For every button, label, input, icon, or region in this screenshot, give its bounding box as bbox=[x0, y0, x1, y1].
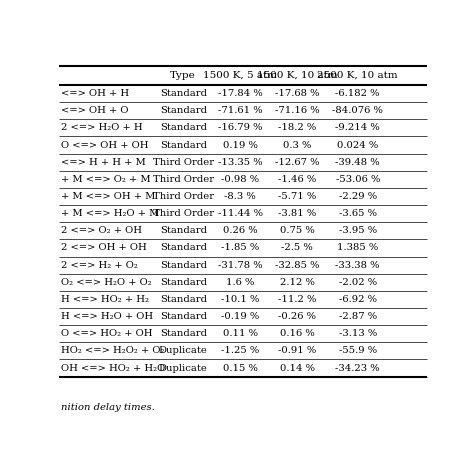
Text: 0.14 %: 0.14 % bbox=[280, 364, 315, 373]
Text: Standard: Standard bbox=[160, 295, 207, 304]
Text: <=> H + H + M: <=> H + H + M bbox=[61, 158, 146, 167]
Text: -53.06 %: -53.06 % bbox=[336, 175, 380, 184]
Text: -32.85 %: -32.85 % bbox=[275, 261, 319, 270]
Text: + M <=> OH + M: + M <=> OH + M bbox=[61, 192, 155, 201]
Text: -6.92 %: -6.92 % bbox=[339, 295, 377, 304]
Text: -3.95 %: -3.95 % bbox=[338, 226, 377, 235]
Text: Standard: Standard bbox=[160, 278, 207, 287]
Text: OH <=> HO₂ + H₂O: OH <=> HO₂ + H₂O bbox=[61, 364, 165, 373]
Text: nition delay times.: nition delay times. bbox=[61, 403, 155, 412]
Text: 2 <=> O₂ + OH: 2 <=> O₂ + OH bbox=[61, 226, 142, 235]
Text: -84.076 %: -84.076 % bbox=[332, 106, 383, 115]
Text: O <=> HO₂ + OH: O <=> HO₂ + OH bbox=[61, 329, 153, 338]
Text: Third Order: Third Order bbox=[153, 209, 214, 218]
Text: -39.48 %: -39.48 % bbox=[336, 158, 380, 167]
Text: + M <=> O₂ + M: + M <=> O₂ + M bbox=[61, 175, 151, 184]
Text: -1.25 %: -1.25 % bbox=[221, 346, 259, 356]
Text: 1.385 %: 1.385 % bbox=[337, 244, 378, 253]
Text: -18.2 %: -18.2 % bbox=[278, 123, 316, 132]
Text: 1500 K, 5 atm: 1500 K, 5 atm bbox=[203, 71, 277, 80]
Text: Standard: Standard bbox=[160, 106, 207, 115]
Text: O <=> OH + OH: O <=> OH + OH bbox=[61, 140, 148, 149]
Text: Type: Type bbox=[170, 71, 196, 80]
Text: -31.78 %: -31.78 % bbox=[218, 261, 263, 270]
Text: -2.29 %: -2.29 % bbox=[338, 192, 377, 201]
Text: -1.46 %: -1.46 % bbox=[278, 175, 316, 184]
Text: Duplicate: Duplicate bbox=[159, 346, 208, 356]
Text: <=> OH + H: <=> OH + H bbox=[61, 89, 129, 98]
Text: 0.024 %: 0.024 % bbox=[337, 140, 378, 149]
Text: Third Order: Third Order bbox=[153, 192, 214, 201]
Text: -11.2 %: -11.2 % bbox=[278, 295, 316, 304]
Text: -12.67 %: -12.67 % bbox=[275, 158, 319, 167]
Text: -11.44 %: -11.44 % bbox=[218, 209, 263, 218]
Text: <=> OH + O: <=> OH + O bbox=[61, 106, 128, 115]
Text: 2.12 %: 2.12 % bbox=[280, 278, 315, 287]
Text: + M <=> H₂O + M: + M <=> H₂O + M bbox=[61, 209, 159, 218]
Text: Standard: Standard bbox=[160, 89, 207, 98]
Text: Standard: Standard bbox=[160, 312, 207, 321]
Text: 2500 K, 10 atm: 2500 K, 10 atm bbox=[318, 71, 398, 80]
Text: -0.98 %: -0.98 % bbox=[221, 175, 259, 184]
Text: 0.16 %: 0.16 % bbox=[280, 329, 314, 338]
Text: -71.61 %: -71.61 % bbox=[218, 106, 263, 115]
Text: 0.11 %: 0.11 % bbox=[223, 329, 258, 338]
Text: -55.9 %: -55.9 % bbox=[338, 346, 377, 356]
Text: -3.81 %: -3.81 % bbox=[278, 209, 316, 218]
Text: -6.182 %: -6.182 % bbox=[336, 89, 380, 98]
Text: -13.35 %: -13.35 % bbox=[218, 158, 263, 167]
Text: -1.85 %: -1.85 % bbox=[221, 244, 259, 253]
Text: Standard: Standard bbox=[160, 329, 207, 338]
Text: -2.87 %: -2.87 % bbox=[338, 312, 377, 321]
Text: Standard: Standard bbox=[160, 140, 207, 149]
Text: H <=> H₂O + OH: H <=> H₂O + OH bbox=[61, 312, 153, 321]
Text: Standard: Standard bbox=[160, 261, 207, 270]
Text: -0.26 %: -0.26 % bbox=[278, 312, 316, 321]
Text: -71.16 %: -71.16 % bbox=[275, 106, 319, 115]
Text: -8.3 %: -8.3 % bbox=[224, 192, 256, 201]
Text: -0.91 %: -0.91 % bbox=[278, 346, 316, 356]
Text: O₂ <=> H₂O + O₂: O₂ <=> H₂O + O₂ bbox=[61, 278, 152, 287]
Text: -3.65 %: -3.65 % bbox=[339, 209, 377, 218]
Text: -17.84 %: -17.84 % bbox=[218, 89, 263, 98]
Text: -2.02 %: -2.02 % bbox=[338, 278, 377, 287]
Text: H <=> HO₂ + H₂: H <=> HO₂ + H₂ bbox=[61, 295, 149, 304]
Text: 0.19 %: 0.19 % bbox=[223, 140, 257, 149]
Text: -2.5 %: -2.5 % bbox=[281, 244, 313, 253]
Text: Duplicate: Duplicate bbox=[159, 364, 208, 373]
Text: 0.75 %: 0.75 % bbox=[280, 226, 314, 235]
Text: -10.1 %: -10.1 % bbox=[221, 295, 259, 304]
Text: 2 <=> H₂ + O₂: 2 <=> H₂ + O₂ bbox=[61, 261, 138, 270]
Text: -0.19 %: -0.19 % bbox=[221, 312, 259, 321]
Text: Standard: Standard bbox=[160, 226, 207, 235]
Text: Third Order: Third Order bbox=[153, 158, 214, 167]
Text: -16.79 %: -16.79 % bbox=[218, 123, 263, 132]
Text: HO₂ <=> H₂O₂ + O₂: HO₂ <=> H₂O₂ + O₂ bbox=[61, 346, 164, 356]
Text: -34.23 %: -34.23 % bbox=[336, 364, 380, 373]
Text: 0.3 %: 0.3 % bbox=[283, 140, 311, 149]
Text: Standard: Standard bbox=[160, 123, 207, 132]
Text: -17.68 %: -17.68 % bbox=[275, 89, 319, 98]
Text: -3.13 %: -3.13 % bbox=[338, 329, 377, 338]
Text: 2 <=> H₂O + H: 2 <=> H₂O + H bbox=[61, 123, 143, 132]
Text: 0.26 %: 0.26 % bbox=[223, 226, 257, 235]
Text: -9.214 %: -9.214 % bbox=[335, 123, 380, 132]
Text: -5.71 %: -5.71 % bbox=[278, 192, 316, 201]
Text: Standard: Standard bbox=[160, 244, 207, 253]
Text: 0.15 %: 0.15 % bbox=[223, 364, 257, 373]
Text: Third Order: Third Order bbox=[153, 175, 214, 184]
Text: 1.6 %: 1.6 % bbox=[226, 278, 255, 287]
Text: -33.38 %: -33.38 % bbox=[336, 261, 380, 270]
Text: 1500 K, 10 atm: 1500 K, 10 atm bbox=[257, 71, 337, 80]
Text: 2 <=> OH + OH: 2 <=> OH + OH bbox=[61, 244, 147, 253]
